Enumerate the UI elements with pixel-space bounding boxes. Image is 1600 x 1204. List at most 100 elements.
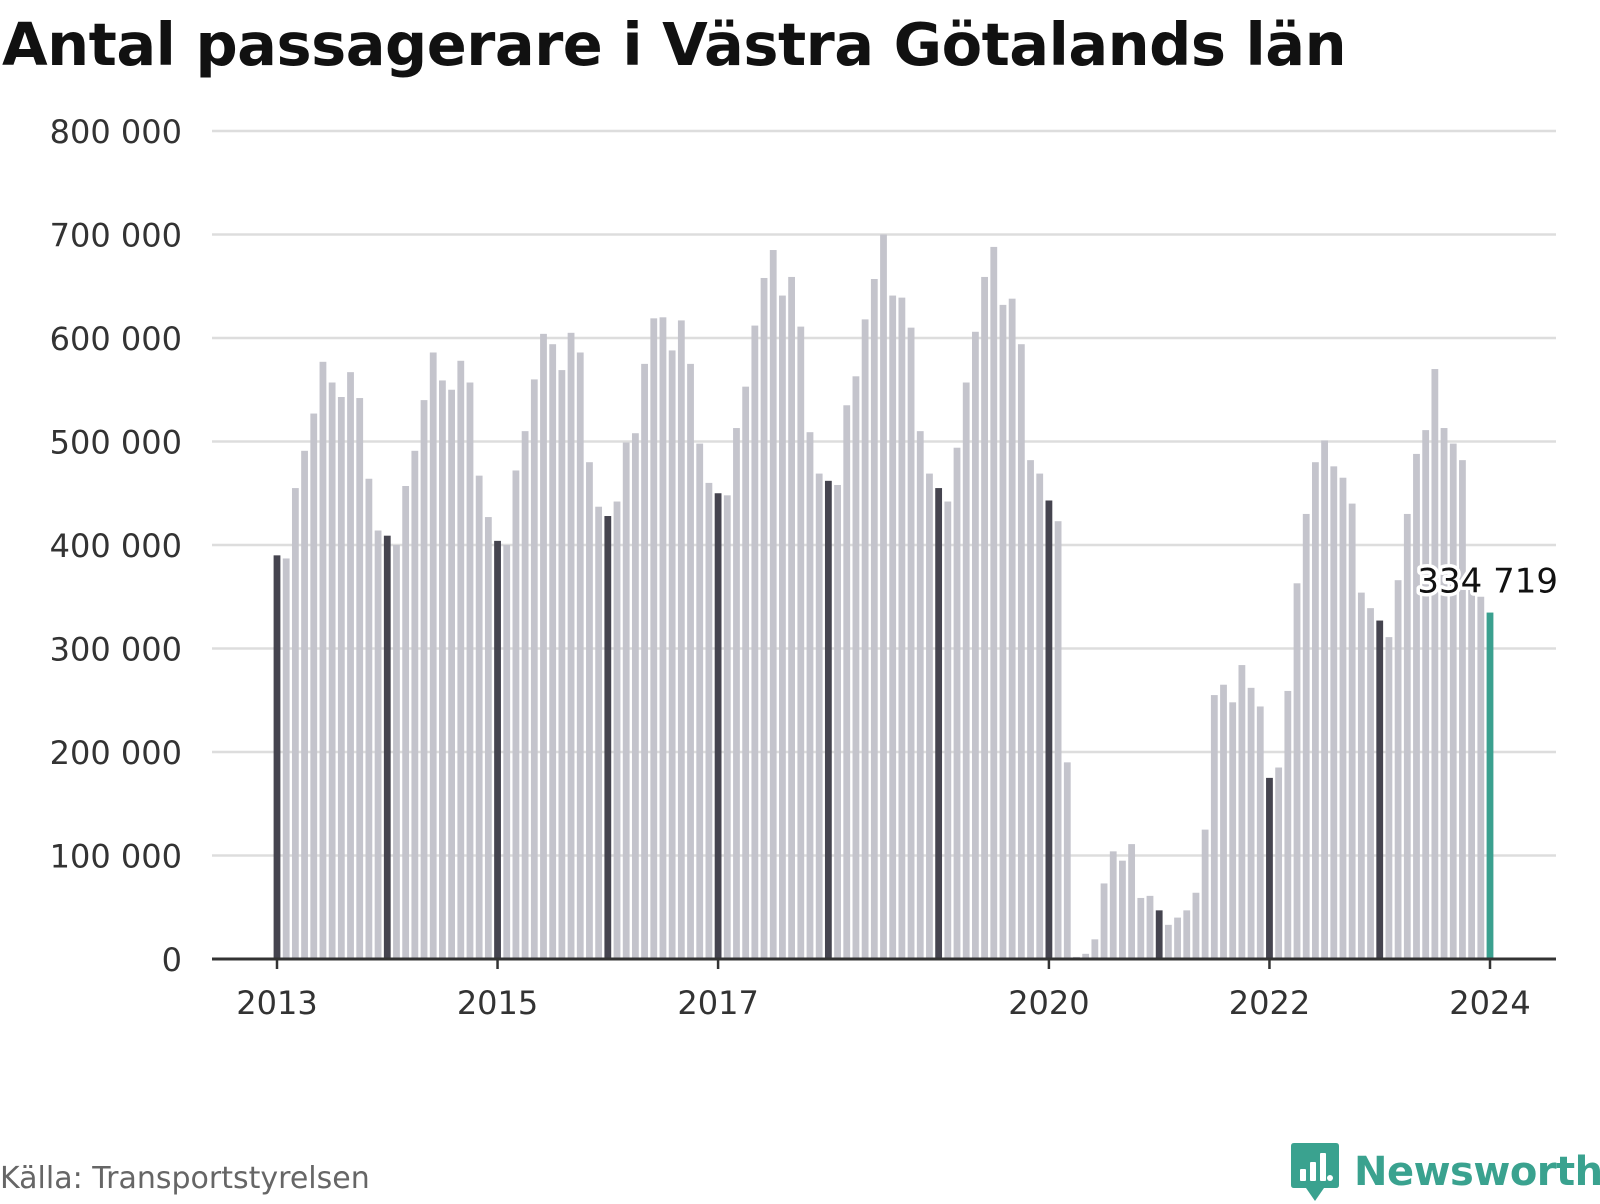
bar bbox=[1045, 500, 1053, 959]
bar bbox=[484, 517, 492, 959]
bar bbox=[429, 352, 437, 959]
bar bbox=[760, 277, 768, 960]
bar bbox=[512, 470, 520, 959]
bar bbox=[999, 304, 1007, 959]
bar bbox=[1486, 612, 1494, 959]
bar bbox=[824, 480, 832, 959]
bar bbox=[1256, 706, 1264, 959]
value-annotation: 334 719 bbox=[1414, 558, 1562, 605]
bar bbox=[861, 319, 869, 959]
bar bbox=[1036, 473, 1044, 959]
bar bbox=[503, 545, 511, 959]
bar bbox=[374, 530, 382, 959]
bar bbox=[1164, 924, 1172, 959]
bar bbox=[576, 352, 584, 959]
bar bbox=[1367, 608, 1374, 959]
bar bbox=[1192, 892, 1200, 959]
bar bbox=[1357, 592, 1365, 959]
bar bbox=[668, 350, 676, 959]
bar bbox=[291, 488, 299, 959]
bar bbox=[540, 333, 547, 959]
x-tick-label: 2013 bbox=[236, 984, 317, 1022]
bar bbox=[1238, 665, 1246, 959]
bar bbox=[1128, 844, 1136, 959]
x-tick-label: 2015 bbox=[457, 984, 538, 1022]
bar bbox=[779, 295, 786, 959]
x-axis-ticks: 2013 2015 2017 2020 2022 2024 bbox=[236, 959, 1531, 1022]
bar bbox=[1449, 443, 1457, 959]
brand-name: Newsworthy bbox=[1354, 1149, 1600, 1195]
bar bbox=[1275, 767, 1283, 959]
annotation-label: 334 719 bbox=[1417, 562, 1558, 602]
y-tick-label: 700 000 bbox=[50, 217, 182, 255]
bar bbox=[1220, 684, 1227, 959]
bar bbox=[365, 478, 373, 959]
y-axis-tick-labels: 0 100 000 200 000 300 000 400 000 500 000 600 … bbox=[50, 113, 182, 979]
y-tick-label: 300 000 bbox=[50, 631, 182, 669]
bar bbox=[953, 447, 961, 959]
bar bbox=[1431, 369, 1439, 959]
newsworthy-logo: Newsworthy bbox=[1290, 1140, 1600, 1204]
bar bbox=[622, 442, 630, 959]
bar bbox=[530, 379, 538, 959]
bar bbox=[420, 400, 428, 960]
bar bbox=[549, 344, 557, 960]
bar bbox=[806, 432, 814, 959]
bar bbox=[1330, 466, 1338, 959]
bar bbox=[1477, 596, 1485, 959]
bar bbox=[613, 501, 621, 959]
bar bbox=[1376, 620, 1384, 959]
bar bbox=[1201, 829, 1209, 959]
bar bbox=[1312, 462, 1319, 959]
y-tick-label: 500 000 bbox=[50, 424, 182, 462]
bar bbox=[1100, 883, 1108, 959]
x-tick-label: 2017 bbox=[677, 984, 758, 1022]
bar bbox=[282, 558, 290, 959]
bar bbox=[1440, 428, 1448, 959]
bar bbox=[1247, 687, 1255, 959]
bar bbox=[1284, 690, 1292, 959]
bar bbox=[1403, 513, 1411, 959]
bar bbox=[1229, 702, 1237, 959]
bar bbox=[870, 279, 878, 959]
bar bbox=[659, 317, 667, 959]
source-text: Källa: Transportstyrelsen bbox=[0, 1161, 370, 1196]
bar bbox=[723, 495, 731, 959]
y-tick-label: 400 000 bbox=[50, 527, 182, 565]
bar bbox=[797, 326, 805, 959]
bars bbox=[273, 234, 1494, 960]
bar bbox=[1119, 860, 1126, 959]
bar bbox=[328, 382, 336, 959]
bar bbox=[457, 360, 465, 959]
bar bbox=[402, 486, 410, 959]
bar bbox=[1339, 477, 1347, 959]
x-tick-label: 2020 bbox=[1008, 984, 1089, 1022]
bar bbox=[1394, 580, 1402, 959]
bar bbox=[301, 450, 308, 959]
bar bbox=[1054, 521, 1062, 959]
bar bbox=[641, 363, 648, 959]
bar bbox=[411, 450, 419, 959]
bar bbox=[677, 320, 685, 959]
chart-title: Antal passagerare i Västra Götalands län bbox=[2, 10, 1347, 79]
bar bbox=[1027, 460, 1034, 959]
bar bbox=[1468, 586, 1476, 959]
bar bbox=[834, 484, 841, 959]
bar bbox=[815, 473, 823, 959]
bar bbox=[1459, 460, 1466, 959]
bar bbox=[1091, 939, 1099, 959]
x-tick-label: 2024 bbox=[1449, 984, 1530, 1022]
bar bbox=[1302, 513, 1310, 959]
bar bbox=[1137, 897, 1145, 959]
bar bbox=[1422, 430, 1430, 959]
y-tick-label: 0 bbox=[162, 941, 182, 979]
bar bbox=[852, 376, 860, 959]
bar bbox=[1183, 910, 1191, 959]
bar bbox=[1210, 695, 1218, 959]
bar bbox=[696, 443, 704, 959]
bar bbox=[898, 297, 906, 959]
bar bbox=[1385, 637, 1393, 959]
bar bbox=[439, 380, 446, 959]
bar bbox=[971, 331, 979, 959]
